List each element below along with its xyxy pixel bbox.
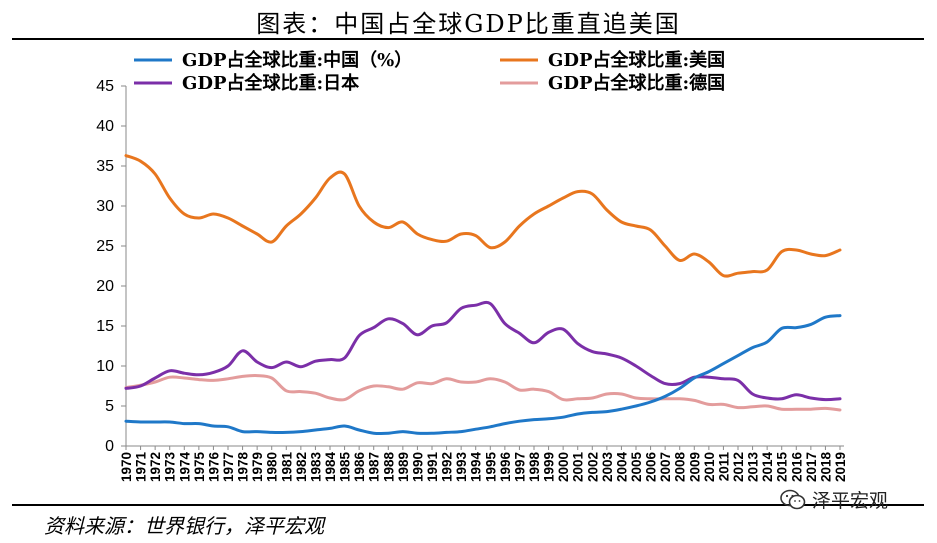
x-tick-label: 1981	[279, 452, 294, 483]
chart-legend: GDP占全球比重:中国（%） GDP占全球比重:美国 GDP占全球比重:日本 GDP占…	[134, 49, 725, 94]
x-tick-label: 2007	[658, 452, 673, 482]
x-tick-label: 1983	[308, 452, 323, 483]
x-tick-label: 1999	[542, 452, 557, 482]
x-tick-label: 1982	[294, 452, 309, 482]
y-tick-label: 40	[96, 118, 114, 135]
x-tick-label: 1990	[410, 452, 425, 482]
x-tick-label: 1970	[119, 452, 134, 482]
y-tick-label: 30	[96, 198, 114, 215]
y-tick-label: 0	[105, 438, 114, 455]
y-tick-label: 45	[96, 78, 114, 95]
x-tick-label: 1996	[498, 452, 513, 483]
x-tick-label: 2015	[775, 452, 790, 483]
x-tick-label: 2019	[833, 452, 848, 482]
x-tick-label: 1992	[440, 452, 455, 482]
series-line-china	[124, 314, 842, 436]
wechat-icon	[780, 489, 806, 509]
x-tick-label: 1985	[338, 452, 353, 483]
bottom-rule	[12, 504, 924, 506]
x-tick-label: 1973	[163, 452, 178, 483]
x-tick-label: 2008	[673, 452, 688, 483]
x-tick-label: 1971	[134, 452, 149, 483]
watermark: 泽平宏观	[780, 486, 888, 513]
x-tick-label: 2010	[702, 452, 717, 482]
y-tick-label: 20	[96, 278, 114, 295]
top-rule	[12, 38, 924, 40]
x-tick-label: 1972	[148, 452, 163, 482]
x-tick-label: 1993	[454, 452, 469, 483]
x-tick-label: 1975	[192, 452, 207, 483]
x-tick-label: 2000	[556, 452, 571, 482]
legend-label-usa: GDP占全球比重:美国	[548, 49, 725, 71]
x-tick-label: 2016	[789, 452, 804, 483]
chart-title: 图表：中国占全球GDP比重直追美国	[256, 10, 681, 38]
x-tick-label: 1974	[177, 452, 192, 483]
x-tick-label: 1976	[206, 452, 221, 483]
legend-label-germany: GDP占全球比重:德国	[548, 72, 725, 94]
x-tick-label: 1984	[323, 452, 338, 483]
watermark-text: 泽平宏观	[812, 490, 889, 512]
x-tick-label: 2017	[804, 452, 819, 482]
x-tick-label: 1978	[236, 452, 251, 483]
x-tick-label: 1994	[469, 452, 484, 483]
x-tick-label: 2006	[644, 452, 659, 483]
x-tick-label: 2001	[571, 452, 586, 483]
legend-label-china: GDP占全球比重:中国（%）	[182, 49, 412, 71]
series-line-japan	[124, 300, 842, 402]
chart-lines	[124, 154, 842, 436]
x-tick-label: 2009	[687, 452, 702, 482]
source-note: 资料来源：世界银行，泽平宏观	[44, 514, 324, 538]
x-tick-label: 1989	[396, 452, 411, 482]
legend-label-japan: GDP占全球比重:日本	[182, 72, 359, 94]
x-tick-label: 2014	[760, 452, 775, 483]
x-tick-label: 1979	[250, 452, 265, 482]
x-tick-label: 2018	[818, 452, 833, 483]
x-tick-label: 2003	[600, 452, 615, 483]
x-tick-label: 1980	[265, 452, 280, 482]
y-tick-label: 25	[96, 238, 114, 255]
y-tick-label: 5	[105, 398, 114, 415]
y-tick-label: 15	[96, 318, 114, 335]
x-tick-label: 2012	[731, 452, 746, 482]
x-tick-label: 2002	[585, 452, 600, 482]
x-tick-label: 2011	[716, 452, 731, 482]
x-tick-label: 2013	[746, 452, 761, 483]
x-tick-label: 1997	[512, 452, 527, 482]
x-tick-label: 1995	[483, 452, 498, 483]
x-tick-label: 2004	[614, 452, 629, 483]
x-tick-label: 1988	[381, 452, 396, 483]
y-tick-label: 10	[96, 358, 114, 375]
series-line-germany	[124, 374, 842, 412]
x-tick-label: 2005	[629, 452, 644, 483]
x-tick-label: 1987	[367, 452, 382, 482]
series-line-usa	[124, 154, 842, 278]
x-tick-label: 1991	[425, 452, 440, 483]
x-tick-label: 1998	[527, 452, 542, 483]
y-tick-label: 35	[96, 158, 114, 175]
x-tick-label: 1977	[221, 452, 236, 482]
x-tick-label: 1986	[352, 452, 367, 483]
